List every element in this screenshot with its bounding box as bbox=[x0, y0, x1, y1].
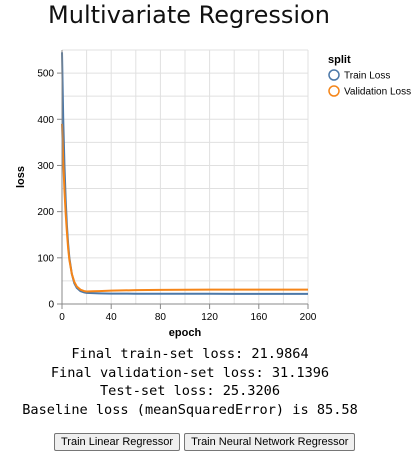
legend-label-1: Validation Loss bbox=[344, 87, 411, 98]
button-bar: Train Linear Regressor Train Neural Netw… bbox=[54, 433, 356, 451]
x-tick-label: 200 bbox=[300, 312, 317, 323]
loss-summary: Final train-set loss: 21.9864 Final vali… bbox=[0, 345, 380, 419]
y-tick-label: 0 bbox=[48, 300, 54, 311]
validation-loss-text: Final validation-set loss: 31.1396 bbox=[50, 364, 330, 381]
x-axis-label: epoch bbox=[169, 327, 202, 339]
chart-legend: split Train Loss Validation Loss bbox=[328, 54, 411, 98]
chart-axes: 0 40 80 120 160 200 0 100 200 300 400 500 bbox=[37, 50, 317, 323]
chart-grid bbox=[61, 49, 309, 305]
x-tick-label: 160 bbox=[250, 312, 267, 323]
legend-label-0: Train Loss bbox=[344, 71, 390, 82]
loss-chart: 0 40 80 120 160 200 0 100 200 300 400 500 epoch los… bbox=[15, 49, 411, 339]
y-tick-label: 500 bbox=[37, 69, 54, 80]
x-tick-label: 0 bbox=[59, 312, 65, 323]
page-title: Multivariate Regression bbox=[48, 1, 330, 29]
baseline-loss-text: Baseline loss (meanSquaredError) is 85.5… bbox=[22, 401, 358, 418]
train-linear-regressor-button[interactable]: Train Linear Regressor bbox=[54, 433, 181, 451]
test-loss-text: Test-set loss: 25.3206 bbox=[99, 383, 281, 399]
y-tick-label: 100 bbox=[37, 253, 54, 264]
chart-series bbox=[61, 52, 308, 295]
y-tick-label: 200 bbox=[37, 207, 54, 218]
train-loss-text: Final train-set loss: 21.9864 bbox=[71, 346, 309, 362]
x-tick-label: 120 bbox=[201, 312, 218, 323]
y-tick-label: 300 bbox=[37, 161, 54, 172]
legend-title: split bbox=[328, 54, 351, 66]
train-neural-network-regressor-button[interactable]: Train Neural Network Regressor bbox=[184, 433, 356, 451]
y-tick-label: 400 bbox=[37, 115, 54, 126]
legend-symbol-0 bbox=[328, 69, 340, 81]
legend-symbol-1 bbox=[328, 85, 340, 97]
x-tick-label: 80 bbox=[155, 312, 167, 323]
y-axis-label: loss bbox=[15, 166, 27, 188]
series-line-1 bbox=[61, 123, 308, 293]
x-tick-label: 40 bbox=[106, 312, 118, 323]
